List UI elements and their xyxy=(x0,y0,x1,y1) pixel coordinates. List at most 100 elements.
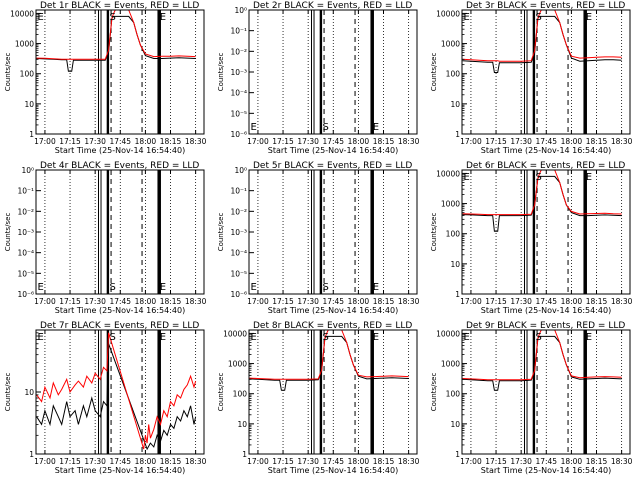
x-tick-label: 18:15 xyxy=(586,297,608,306)
y-tick-label: 10 xyxy=(450,100,460,109)
events-series-line xyxy=(462,15,622,73)
y-axis-label: Counts/sec xyxy=(4,373,12,412)
y-tick-label: 100 xyxy=(446,70,461,79)
y-tick-label: 10⁻² xyxy=(230,47,247,56)
panel-title: Det 2r BLACK = Events, RED = LLD xyxy=(253,1,412,11)
x-tick-label: 18:15 xyxy=(160,457,182,466)
event-marker-label: E xyxy=(38,332,44,343)
y-tick-label: 10 xyxy=(24,100,34,109)
x-tick-label: 17:15 xyxy=(485,137,507,146)
x-tick-label: 17:30 xyxy=(84,457,106,466)
x-tick-label: 18:30 xyxy=(185,137,207,146)
y-tick-label: 10⁻⁵ xyxy=(17,269,34,278)
x-tick-label: 17:15 xyxy=(59,137,81,146)
event-marker-label: S xyxy=(110,332,116,343)
lld-series-line xyxy=(462,170,622,216)
y-tick-label: 10⁻⁵ xyxy=(230,269,247,278)
events-series-line xyxy=(249,335,409,391)
panel-title: Det 6r BLACK = Events, RED = LLD xyxy=(466,161,625,171)
x-tick-label: 18:30 xyxy=(611,137,633,146)
event-marker-label: S xyxy=(536,172,542,183)
event-marker-label: E xyxy=(464,332,470,343)
event-marker-label: S xyxy=(323,122,329,133)
x-tick-label: 18:30 xyxy=(611,457,633,466)
event-marker-label: E xyxy=(586,172,592,183)
panel-title: Det 1r BLACK = Events, RED = LLD xyxy=(40,1,199,11)
x-tick-label: 18:15 xyxy=(586,137,608,146)
event-marker-label: E xyxy=(373,122,379,133)
x-tick-label: 17:45 xyxy=(535,297,557,306)
x-axis-label: Start Time (25-Nov-14 16:54:40) xyxy=(481,466,611,475)
y-tick-label: 10⁻³ xyxy=(230,68,247,77)
x-tick-label: 18:00 xyxy=(561,137,583,146)
x-axis-label: Start Time (25-Nov-14 16:54:40) xyxy=(481,306,611,315)
x-tick-label: 17:45 xyxy=(322,457,344,466)
event-marker-label: E xyxy=(160,12,166,23)
y-tick-label: 100 xyxy=(446,390,461,399)
x-tick-label: 17:15 xyxy=(272,457,294,466)
lld-series-line xyxy=(36,10,196,60)
x-tick-label: 17:30 xyxy=(297,297,319,306)
x-tick-label: 18:30 xyxy=(611,297,633,306)
event-marker-label: S xyxy=(323,332,329,343)
y-axis-label: Counts/sec xyxy=(4,53,12,92)
y-tick-label: 10⁻⁶ xyxy=(230,290,247,299)
event-marker-label: S xyxy=(110,12,116,23)
y-tick-label: 1 xyxy=(455,450,460,459)
x-tick-label: 17:15 xyxy=(272,137,294,146)
y-axis-label: Counts/sec xyxy=(217,213,225,252)
x-tick-label: 18:30 xyxy=(185,297,207,306)
lld-series-line xyxy=(462,330,622,381)
x-tick-label: 17:30 xyxy=(510,297,532,306)
y-tick-label: 10000 xyxy=(223,329,247,338)
y-tick-label: 100 xyxy=(20,70,35,79)
event-marker-label: E xyxy=(586,12,592,23)
lld-series-line xyxy=(462,10,622,62)
y-tick-label: 10 xyxy=(237,420,247,429)
y-tick-label: 10⁻¹ xyxy=(230,187,247,196)
x-tick-label: 17:00 xyxy=(460,297,482,306)
y-tick-label: 10 xyxy=(24,388,34,397)
events-series-line xyxy=(462,335,622,391)
x-tick-label: 18:30 xyxy=(398,457,420,466)
y-tick-label: 10⁻³ xyxy=(17,228,34,237)
y-tick-label: 10000 xyxy=(10,9,34,18)
event-marker-label: S xyxy=(110,282,116,293)
lld-series-line xyxy=(36,332,197,450)
y-tick-label: 10⁻¹ xyxy=(230,27,247,36)
x-tick-label: 18:30 xyxy=(398,137,420,146)
y-tick-label: 10⁻⁴ xyxy=(17,249,34,258)
event-marker-label: E xyxy=(251,282,257,293)
y-axis-label: Counts/sec xyxy=(217,53,225,92)
events-series-line xyxy=(462,175,622,232)
y-tick-label: 10000 xyxy=(436,329,460,338)
events-series-line xyxy=(36,343,197,451)
x-tick-label: 17:00 xyxy=(34,137,56,146)
x-tick-label: 17:45 xyxy=(109,457,131,466)
panel-title: Det 3r BLACK = Events, RED = LLD xyxy=(466,1,625,11)
panel-det-6r: Det 6r BLACK = Events, RED = LLD 17:00 17:… xyxy=(430,161,633,315)
y-axis-label: Counts/sec xyxy=(430,213,438,252)
x-tick-label: 17:30 xyxy=(297,137,319,146)
x-axis-label: Start Time (25-Nov-14 16:54:40) xyxy=(268,466,398,475)
y-axis-label: Counts/sec xyxy=(430,373,438,412)
event-marker-label: E xyxy=(373,282,379,293)
x-axis-label: Start Time (25-Nov-14 16:54:40) xyxy=(268,146,398,155)
y-tick-label: 1000 xyxy=(228,360,247,369)
event-marker-label: S xyxy=(536,332,542,343)
x-tick-label: 17:45 xyxy=(109,297,131,306)
x-axis-label: Start Time (25-Nov-14 16:54:40) xyxy=(55,306,185,315)
x-tick-label: 18:00 xyxy=(561,457,583,466)
event-marker-label: E xyxy=(586,332,592,343)
y-tick-label: 10⁻¹ xyxy=(17,187,34,196)
event-marker-label: E xyxy=(373,332,379,343)
x-tick-label: 17:30 xyxy=(510,457,532,466)
y-tick-label: 1000 xyxy=(441,40,460,49)
y-tick-label: 1000 xyxy=(441,360,460,369)
x-tick-label: 17:30 xyxy=(297,457,319,466)
x-tick-label: 17:00 xyxy=(247,297,269,306)
